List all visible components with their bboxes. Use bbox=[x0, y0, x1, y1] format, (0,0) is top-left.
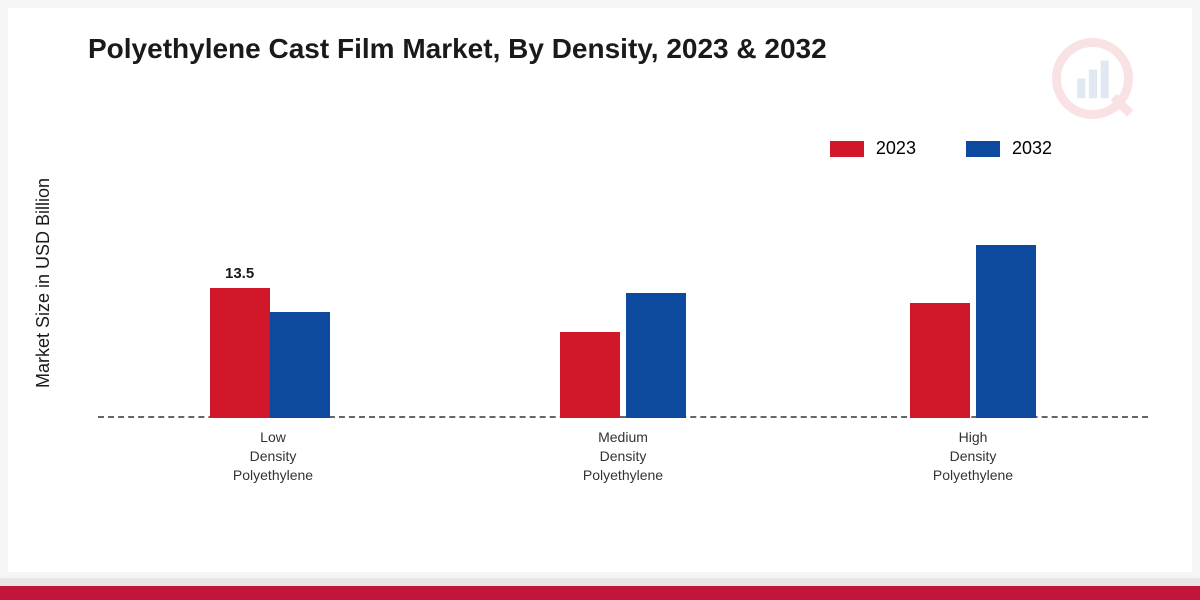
watermark-logo-icon bbox=[1052, 38, 1142, 128]
legend-label-2023: 2023 bbox=[876, 138, 916, 159]
legend-swatch-2023 bbox=[830, 141, 864, 157]
legend-swatch-2032 bbox=[966, 141, 1000, 157]
bar-group: 13.5 bbox=[210, 288, 330, 418]
x-axis-label: HighDensityPolyethylene bbox=[890, 428, 1056, 485]
footer-gray-strip bbox=[0, 578, 1200, 586]
bar-value-label: 13.5 bbox=[225, 265, 254, 282]
legend: 2023 2032 bbox=[830, 138, 1052, 159]
bar-group bbox=[560, 293, 686, 418]
x-axis-label: MediumDensityPolyethylene bbox=[540, 428, 706, 485]
page: Polyethylene Cast Film Market, By Densit… bbox=[0, 0, 1200, 600]
legend-item-2023: 2023 bbox=[830, 138, 916, 159]
footer-red-strip bbox=[0, 586, 1200, 600]
x-axis-label: LowDensityPolyethylene bbox=[190, 428, 356, 485]
bar bbox=[560, 332, 620, 418]
logo-bar-3 bbox=[1101, 61, 1109, 99]
logo-bar-1 bbox=[1077, 79, 1085, 99]
y-axis-label: Market Size in USD Billion bbox=[33, 178, 54, 388]
bar bbox=[910, 303, 970, 418]
chart-title: Polyethylene Cast Film Market, By Densit… bbox=[88, 33, 827, 65]
legend-label-2032: 2032 bbox=[1012, 138, 1052, 159]
plot-area: 13.5LowDensityPolyethyleneMediumDensityP… bbox=[98, 178, 1148, 418]
bar bbox=[626, 293, 686, 418]
bar-group bbox=[910, 245, 1036, 418]
bar bbox=[270, 312, 330, 418]
legend-item-2032: 2032 bbox=[966, 138, 1052, 159]
logo-bar-2 bbox=[1089, 70, 1097, 99]
bar bbox=[210, 288, 270, 418]
chart-card: Polyethylene Cast Film Market, By Densit… bbox=[8, 8, 1192, 572]
bar bbox=[976, 245, 1036, 418]
